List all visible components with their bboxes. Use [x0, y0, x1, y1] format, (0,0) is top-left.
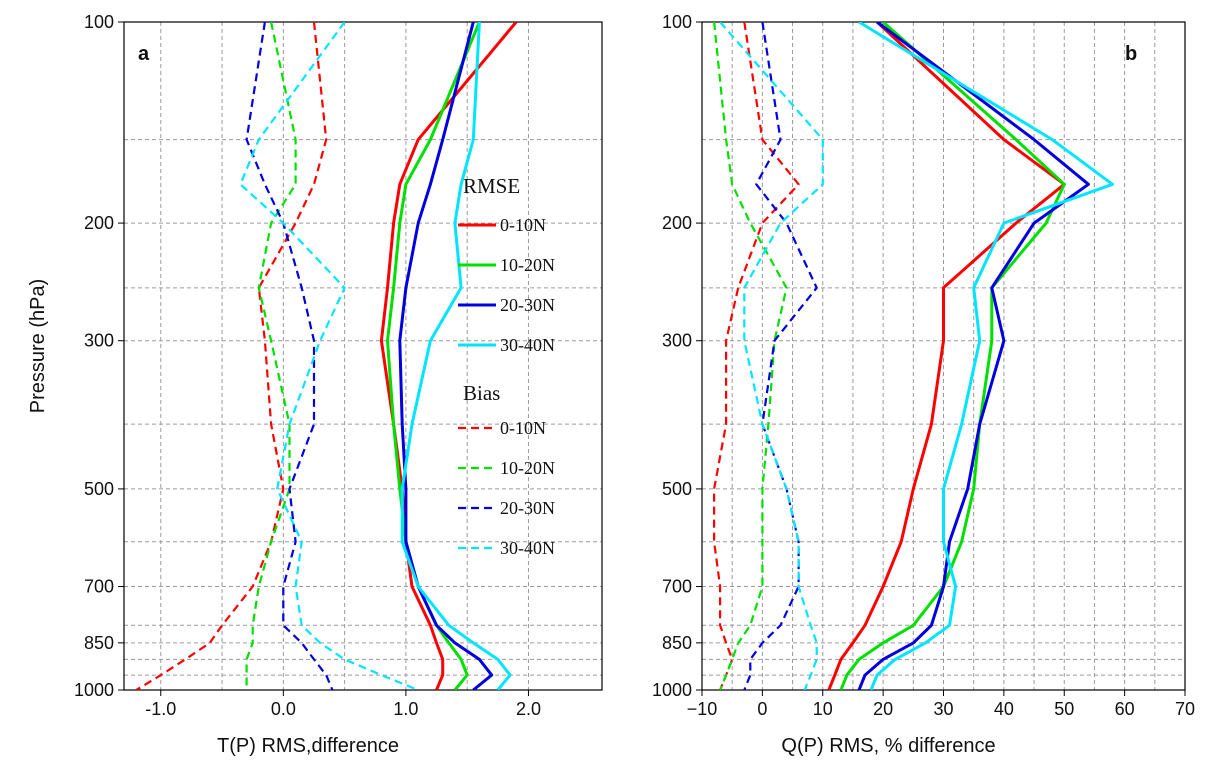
legend-label-rmse: 30-40N [500, 335, 555, 355]
plot-frame [123, 21, 603, 691]
series-line-bias-30-40N [239, 22, 419, 690]
y-axis-label: Pressure (hPa) [27, 279, 49, 414]
series-line-rmse-0-10N [827, 22, 1066, 690]
series-line-bias-20-30N [245, 22, 334, 690]
y-tick-label: 500 [662, 479, 692, 499]
legend-label-bias: 10-20N [500, 458, 555, 478]
y-tick-label: 200 [84, 213, 114, 233]
series-line-rmse-10-20N [386, 22, 481, 690]
y-tick-label: 850 [84, 633, 114, 653]
series-line-bias-0-10N [135, 22, 328, 690]
x-tick-label: 50 [1054, 699, 1074, 719]
x-tick-label: −10 [687, 699, 718, 719]
series-line-bias-10-20N [713, 22, 788, 690]
x-tick-label: 10 [813, 699, 833, 719]
x-tick-label: 40 [994, 699, 1014, 719]
legend-label-rmse: 0-10N [500, 215, 546, 235]
legend-label-rmse: 10-20N [500, 255, 555, 275]
panel-letter: b [1125, 43, 1137, 65]
series-line-bias-0-10N [712, 22, 800, 690]
x-tick-label: 2.0 [516, 699, 541, 719]
series-line-rmse-10-20N [839, 22, 1066, 690]
y-tick-label: 700 [84, 577, 114, 597]
series-line-rmse-20-30N [398, 22, 494, 690]
x-axis-label: Q(P) RMS, % difference [781, 735, 995, 757]
series-line-bias-20-30N [743, 22, 818, 690]
y-tick-label: 500 [84, 479, 114, 499]
series-line-rmse-20-30N [857, 22, 1090, 690]
series-group [135, 22, 518, 690]
y-tick-label: 1000 [652, 680, 692, 700]
x-axis-label: T(P) RMS,difference [217, 735, 399, 757]
y-tick-label: 300 [662, 331, 692, 351]
x-tick-label: 1.0 [393, 699, 418, 719]
y-tick-label: 200 [662, 213, 692, 233]
legend-title-rmse: RMSE [463, 174, 520, 198]
y-tick-label: 300 [84, 331, 114, 351]
y-tick-label: 700 [662, 577, 692, 597]
y-tick-label: 100 [662, 12, 692, 32]
panel-b: 100 200 300 500 700 850 1000−10 0 10 20 30 40 50 60 70… [652, 12, 1195, 757]
x-tick-label: 30 [933, 699, 953, 719]
y-tick-label: 850 [662, 633, 692, 653]
legend-label-rmse: 20-30N [500, 295, 555, 315]
series-line-bias-30-40N [719, 22, 824, 690]
y-tick-label: 1000 [74, 680, 114, 700]
series-line-rmse-30-40N [400, 22, 512, 690]
x-tick-label: 60 [1115, 699, 1135, 719]
legend-label-bias: 20-30N [500, 498, 555, 518]
series-group [712, 22, 1114, 690]
legend-title-bias: Bias [463, 381, 500, 405]
x-tick-label: 0 [757, 699, 767, 719]
panel-a: 100 200 300 500 700 850 1000 -1.0 0.0 1.0 2.0 T(P) … [27, 12, 603, 757]
legend: RMSE0-10N10-20N20-30N30-40NBias0-10N10-2… [458, 174, 555, 558]
x-tick-label: 0.0 [271, 699, 296, 719]
x-tick-label: 20 [873, 699, 893, 719]
panel-letter: a [138, 43, 150, 65]
y-tick-label: 100 [84, 12, 114, 32]
x-tick-label: -1.0 [145, 699, 176, 719]
x-tick-label: 70 [1175, 699, 1195, 719]
legend-label-bias: 0-10N [500, 418, 546, 438]
series-line-rmse-30-40N [858, 22, 1114, 690]
legend-label-bias: 30-40N [500, 538, 555, 558]
